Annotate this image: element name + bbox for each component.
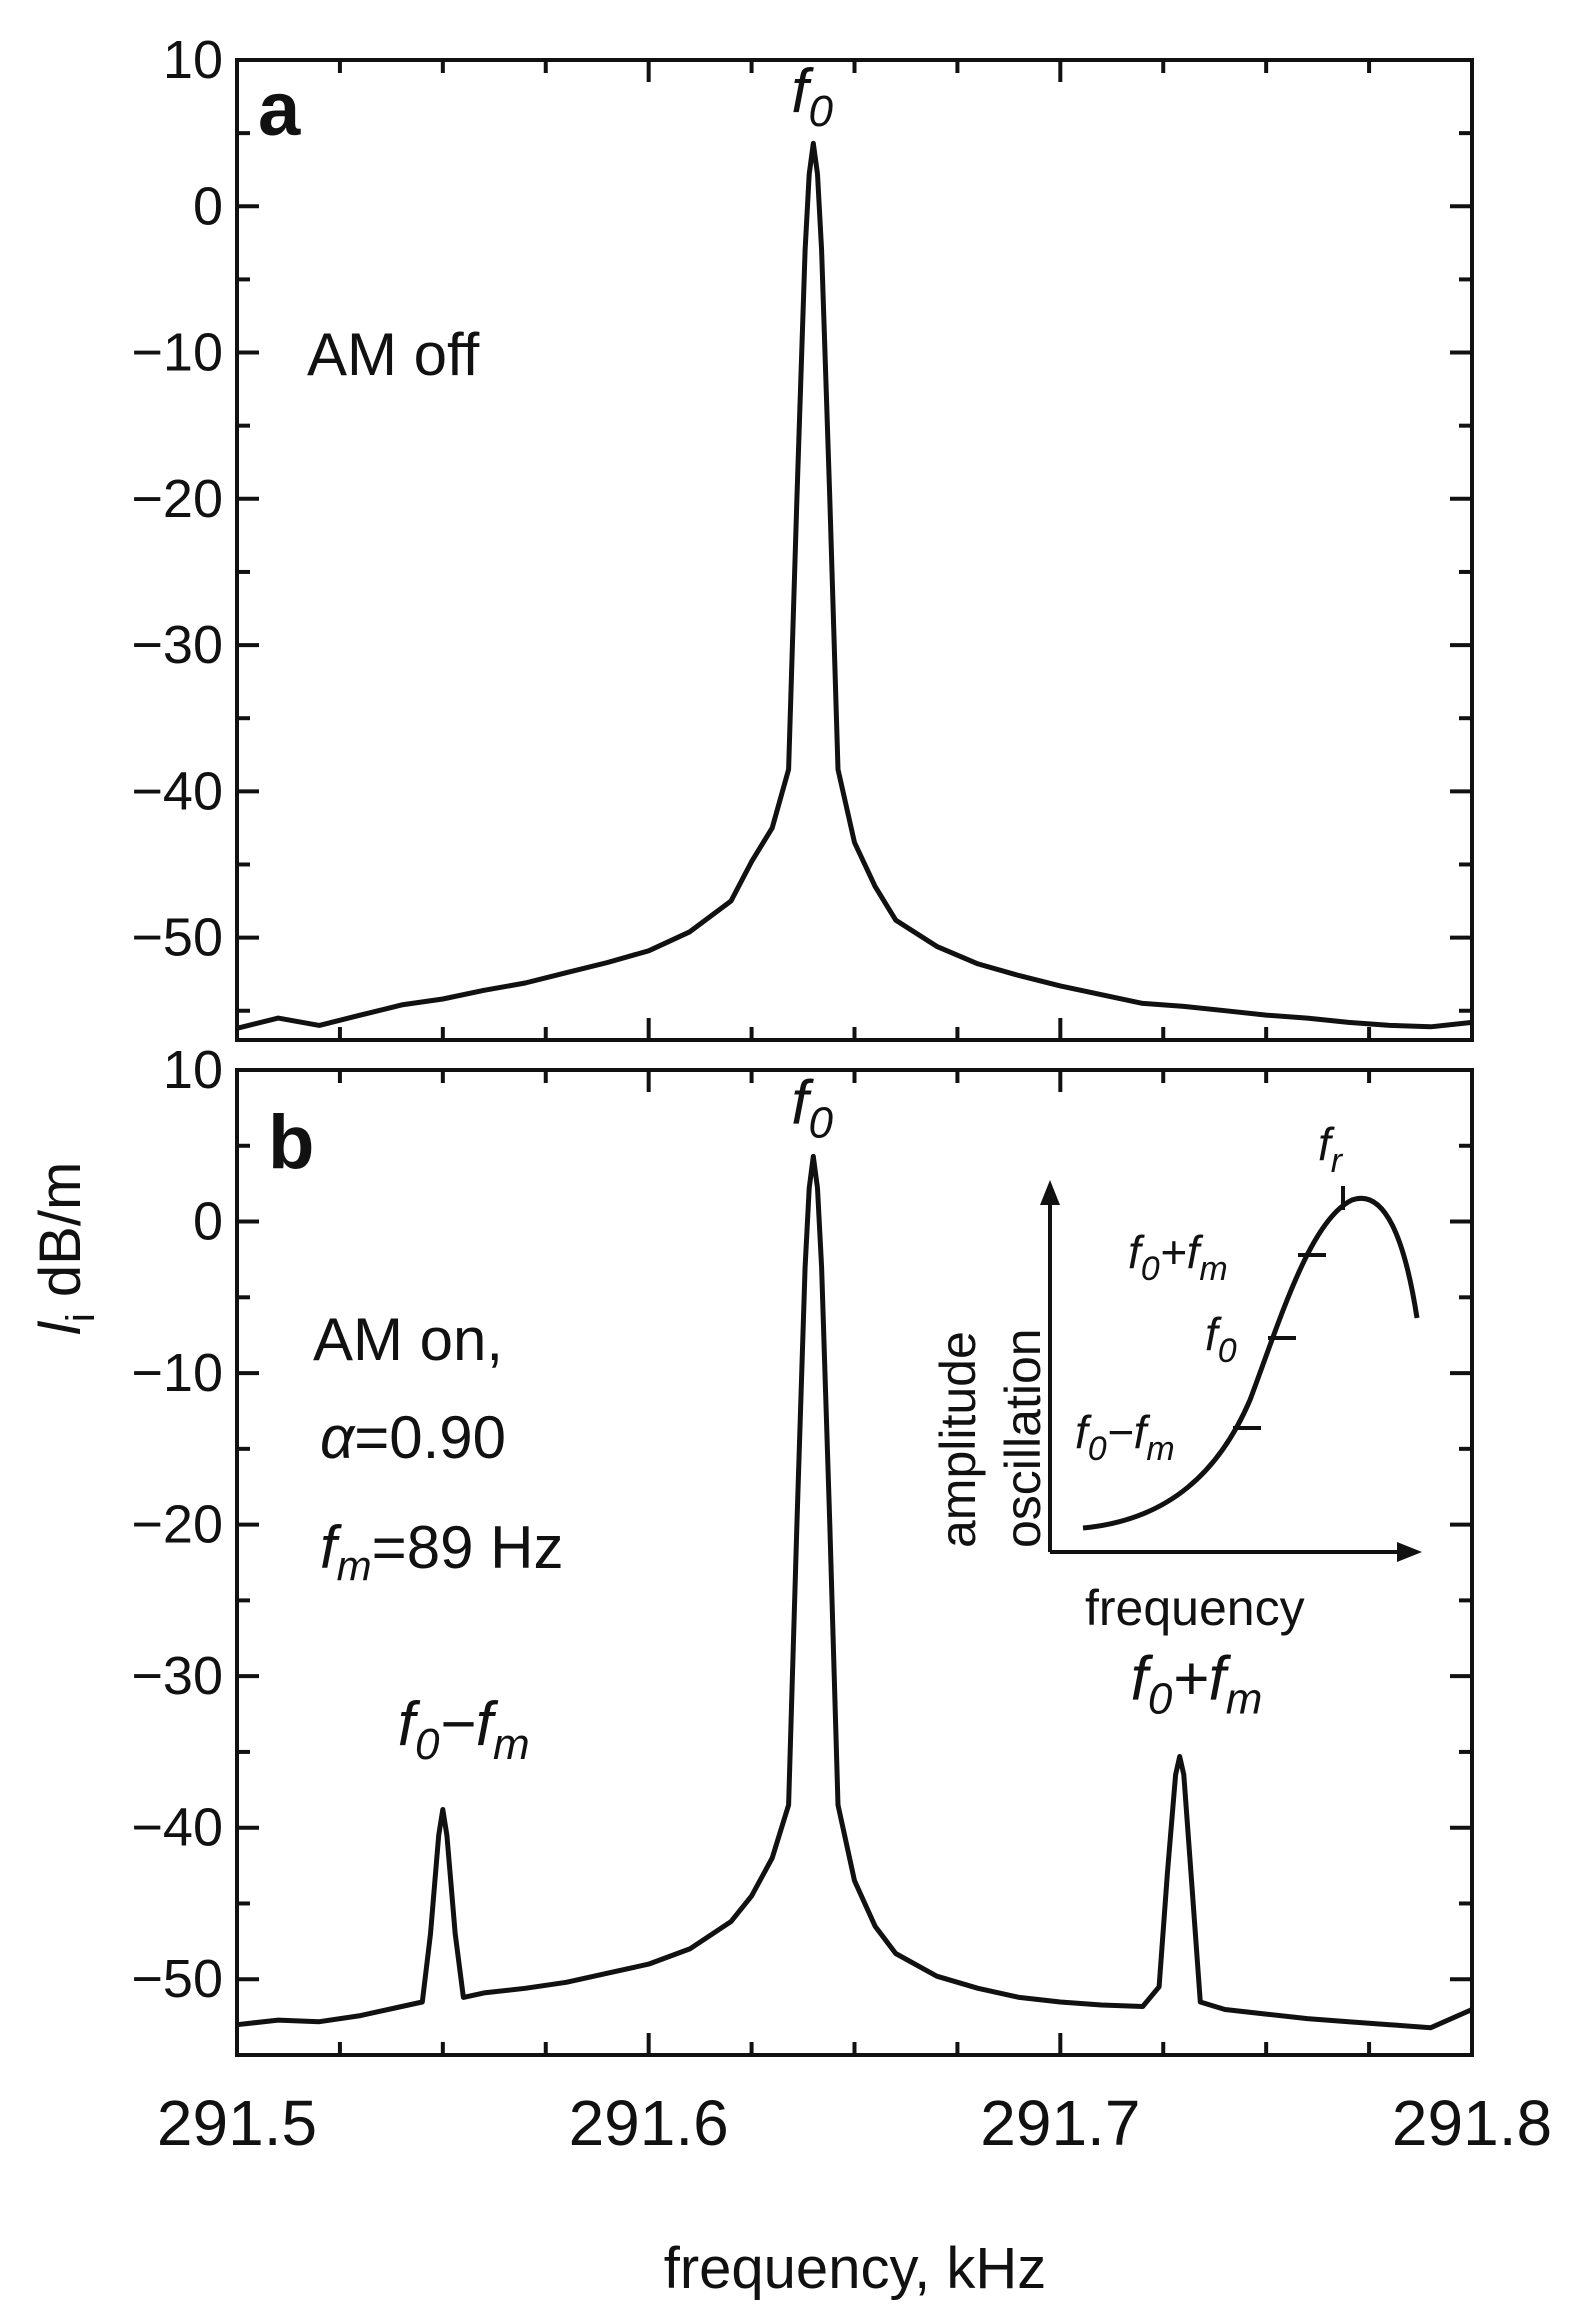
y-tick-label: −40 [131,761,223,821]
y-tick-label: 0 [193,176,223,236]
y-tick-label: −40 [131,1798,223,1858]
y-tick-label: −30 [131,1646,223,1706]
peak-label-suffix-sub: m [1226,1674,1263,1723]
panel-b-series-line [236,1153,1474,2031]
peak-label-suffix-sub: m [493,1720,530,1769]
x-axis-title: frequency, kHz [664,2236,1047,2301]
inset-diagram: frequency oscillation amplitude fr f0+fm… [930,1118,1422,1636]
fm-value: =89 Hz [372,1514,564,1581]
label-sub: 0 [1088,1430,1107,1468]
y-tick-label: −20 [131,469,223,529]
label-suffix: −f [1107,1406,1151,1458]
inset-label-f0: f0 [1205,1308,1237,1370]
y-tick-label: 0 [193,1192,223,1252]
fm-sub: m [337,1542,372,1589]
label-sub: 0 [1218,1332,1237,1370]
panel-b-note-line2: α=0.90 [320,1404,506,1471]
label-base: f [1128,1226,1145,1278]
peak-label-sub: 0 [1148,1674,1173,1723]
label-base: f [1205,1308,1222,1360]
y-axis-title: li dB/m [28,1162,103,1335]
inset-label-fr: fr [1318,1118,1344,1180]
y-tick-label: −10 [131,323,223,383]
panel-b-x-ticks [235,1070,1474,2055]
x-tick-label: 291.6 [569,2087,729,2159]
y-tick-label: 10 [163,30,223,90]
inset-label-f0-minus-fm: f0−fm [1075,1406,1175,1468]
peak-label-suffix: −f [440,1690,499,1759]
panel-a-letter: a [258,67,301,152]
peak-label-sub: 0 [809,87,834,136]
panel-a: 10 0 −10 −20 −30 −40 −50 a AM off f0 [131,30,1474,1042]
y-tick-label: −30 [131,615,223,675]
panel-b-peak-label-f0: f0 [791,1069,833,1148]
inset-x-label: frequency [1085,1580,1305,1636]
label-suffix-sub: m [1199,1250,1227,1288]
y-axis-title-unit: dB/m [28,1162,93,1314]
panel-a-note: AM off [307,321,480,388]
peak-label-suffix: +f [1172,1644,1231,1713]
panel-b-peak-label-f0-plus-fm: f0+fm [1131,1644,1263,1723]
y-axis-title-sub: i [59,1313,103,1322]
y-tick-label: −50 [131,908,223,968]
label-suffix: +f [1160,1226,1204,1278]
x-tick-label: 291.5 [157,2087,317,2159]
panel-b-letter: b [268,1100,314,1185]
inset-y-label-line1: oscillation [995,1328,1051,1548]
x-tick-label: 291.8 [1392,2087,1552,2159]
inset-y-label-line2: amplitude [930,1331,986,1548]
y-tick-label: 10 [163,1040,223,1100]
label-suffix-sub: m [1146,1430,1174,1468]
y-tick-label: −20 [131,1495,223,1555]
panel-a-frame [235,58,1474,1042]
y-tick-label: −10 [131,1343,223,1403]
alpha-symbol: α [320,1404,356,1471]
y-tick-label: −50 [131,1949,223,2009]
x-tick-label: 291.7 [980,2087,1140,2159]
panel-a-peak-label-f0: f0 [791,57,833,136]
inset-x-arrow-icon [1397,1542,1422,1562]
inset-y-arrow-icon [1040,1180,1060,1205]
peak-label-sub: 0 [415,1720,440,1769]
peak-label-sub: 0 [809,1099,834,1148]
label-base: f [1318,1118,1335,1170]
panel-b-y-ticks: 10 0 −10 −20 −30 −40 −50 [131,1040,1472,2057]
y-axis-title-main: l [28,1320,93,1335]
label-base: f [1075,1406,1092,1458]
panel-a-x-ticks [235,60,1474,1040]
alpha-value: =0.90 [354,1404,506,1471]
label-sub: r [1331,1142,1344,1180]
panel-b-note-line1: AM on, [313,1306,503,1373]
panel-b-note-line3: fm=89 Hz [320,1514,563,1589]
fm-base: f [320,1514,342,1581]
panel-b-peak-label-f0-minus-fm: f0−fm [398,1690,530,1769]
panel-b: 100−10−20−30−40−50 b AM on, α=0.90 fm=89… [131,1040,1474,2057]
label-sub: 0 [1141,1250,1160,1288]
inset-label-f0-plus-fm: f0+fm [1128,1226,1228,1288]
inset-resonance-curve [1082,1195,1420,1531]
panel-a-series-line [236,140,1473,1031]
panel-a-y-ticks: 10 0 −10 −20 −30 −40 −50 [131,30,1472,1013]
